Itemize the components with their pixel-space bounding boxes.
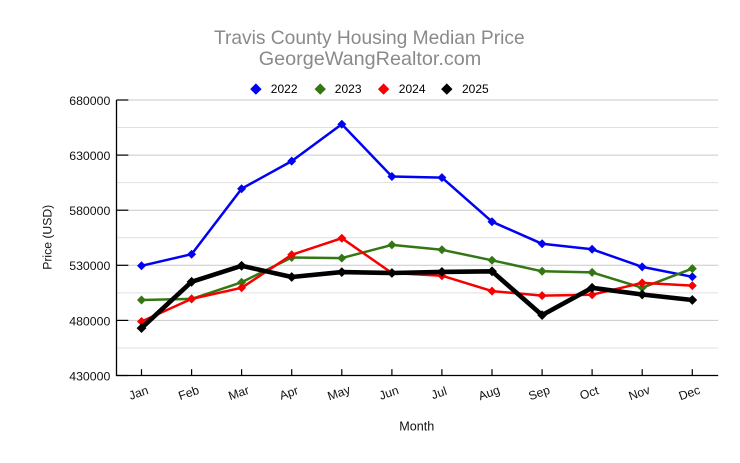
svg-text:Apr: Apr xyxy=(278,383,300,402)
svg-text:680000: 680000 xyxy=(69,94,110,108)
svg-text:GeorgeWangRealtor.com: GeorgeWangRealtor.com xyxy=(259,48,481,70)
svg-text:Nov: Nov xyxy=(627,383,653,404)
svg-text:580000: 580000 xyxy=(69,204,110,218)
svg-text:Mar: Mar xyxy=(226,383,250,403)
svg-text:2025: 2025 xyxy=(462,82,489,96)
svg-text:Oct: Oct xyxy=(578,383,601,403)
svg-text:Dec: Dec xyxy=(677,383,702,403)
svg-text:Sep: Sep xyxy=(527,383,552,403)
svg-text:Aug: Aug xyxy=(477,383,502,403)
svg-text:Jul: Jul xyxy=(429,384,448,402)
svg-text:Travis County Housing Median P: Travis County Housing Median Price xyxy=(214,28,525,49)
svg-text:430000: 430000 xyxy=(69,369,110,383)
svg-text:630000: 630000 xyxy=(69,149,110,163)
svg-text:Price (USD): Price (USD) xyxy=(40,205,54,270)
svg-text:530000: 530000 xyxy=(69,259,110,273)
svg-text:Month: Month xyxy=(399,419,434,433)
svg-text:2023: 2023 xyxy=(335,82,362,96)
svg-text:480000: 480000 xyxy=(69,314,110,328)
svg-text:2024: 2024 xyxy=(399,82,426,96)
svg-text:Jun: Jun xyxy=(377,383,400,403)
svg-text:Feb: Feb xyxy=(176,383,201,403)
svg-text:Jan: Jan xyxy=(127,383,150,403)
svg-text:2022: 2022 xyxy=(271,82,298,96)
